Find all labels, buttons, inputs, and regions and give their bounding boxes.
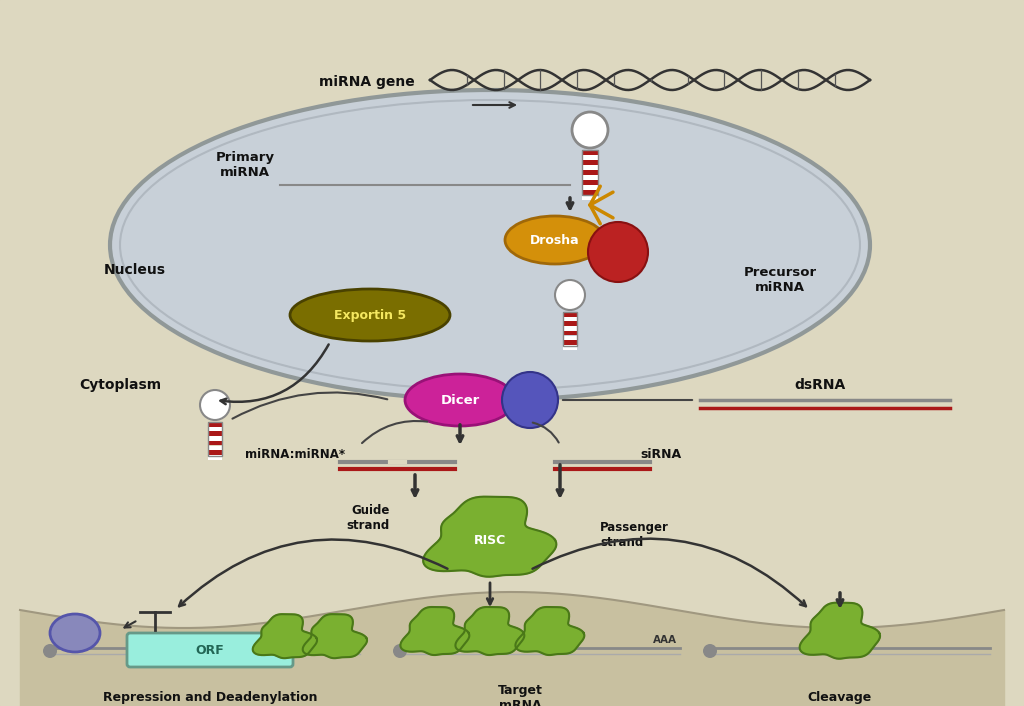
- Bar: [582, 155, 598, 160]
- Bar: [563, 312, 577, 346]
- Bar: [208, 455, 222, 460]
- Polygon shape: [400, 607, 469, 655]
- Text: Primary
miRNA: Primary miRNA: [215, 151, 274, 179]
- Ellipse shape: [505, 216, 605, 264]
- Bar: [208, 450, 222, 455]
- Bar: [582, 165, 598, 170]
- Text: miRNA:miRNA*: miRNA:miRNA*: [245, 448, 345, 462]
- Polygon shape: [515, 607, 585, 655]
- Bar: [563, 345, 577, 349]
- Ellipse shape: [50, 614, 100, 652]
- Polygon shape: [800, 603, 880, 659]
- Bar: [208, 422, 222, 426]
- Text: Drosha: Drosha: [530, 234, 580, 248]
- Ellipse shape: [110, 90, 870, 400]
- Text: Repression and Deadenylation: Repression and Deadenylation: [102, 691, 317, 705]
- Circle shape: [588, 222, 648, 282]
- Bar: [582, 160, 598, 165]
- FancyBboxPatch shape: [127, 633, 293, 667]
- Text: ORF: ORF: [196, 643, 224, 657]
- Text: Nucleus: Nucleus: [104, 263, 166, 277]
- Bar: [563, 340, 577, 345]
- Bar: [582, 170, 598, 175]
- Text: Cleavage: Cleavage: [808, 691, 872, 705]
- Text: siRNA: siRNA: [640, 448, 681, 462]
- Bar: [582, 195, 598, 200]
- Ellipse shape: [406, 374, 515, 426]
- Polygon shape: [423, 496, 556, 577]
- Bar: [208, 426, 222, 431]
- Bar: [208, 441, 222, 445]
- Bar: [208, 436, 222, 441]
- Bar: [582, 150, 598, 155]
- Bar: [208, 422, 222, 456]
- Ellipse shape: [290, 289, 450, 341]
- Bar: [563, 317, 577, 321]
- Bar: [582, 190, 598, 195]
- Text: miRNA gene: miRNA gene: [319, 75, 415, 89]
- Circle shape: [502, 372, 558, 428]
- Text: Passenger
strand: Passenger strand: [600, 521, 669, 549]
- Circle shape: [43, 644, 57, 658]
- Bar: [563, 331, 577, 335]
- Bar: [563, 335, 577, 340]
- Text: Guide
strand: Guide strand: [347, 504, 390, 532]
- Polygon shape: [303, 614, 367, 658]
- Bar: [582, 180, 598, 185]
- Polygon shape: [253, 614, 317, 658]
- Bar: [582, 175, 598, 180]
- Text: Precursor
miRNA: Precursor miRNA: [743, 266, 816, 294]
- Text: Exportin 5: Exportin 5: [334, 309, 407, 321]
- Bar: [208, 445, 222, 450]
- Bar: [582, 150, 598, 195]
- Text: Cytoplasm: Cytoplasm: [79, 378, 161, 392]
- Text: AAA: AAA: [653, 635, 677, 645]
- Circle shape: [572, 112, 608, 148]
- Text: Dicer: Dicer: [440, 395, 479, 407]
- Polygon shape: [456, 607, 524, 655]
- Circle shape: [393, 644, 407, 658]
- Bar: [582, 185, 598, 190]
- Text: RISC: RISC: [474, 534, 506, 546]
- Circle shape: [555, 280, 585, 310]
- Bar: [563, 321, 577, 326]
- Bar: [563, 326, 577, 330]
- Circle shape: [703, 644, 717, 658]
- Bar: [208, 431, 222, 436]
- Bar: [563, 312, 577, 316]
- Text: dsRNA: dsRNA: [795, 378, 846, 392]
- Circle shape: [200, 390, 230, 420]
- Text: Target
mRNA: Target mRNA: [498, 684, 543, 706]
